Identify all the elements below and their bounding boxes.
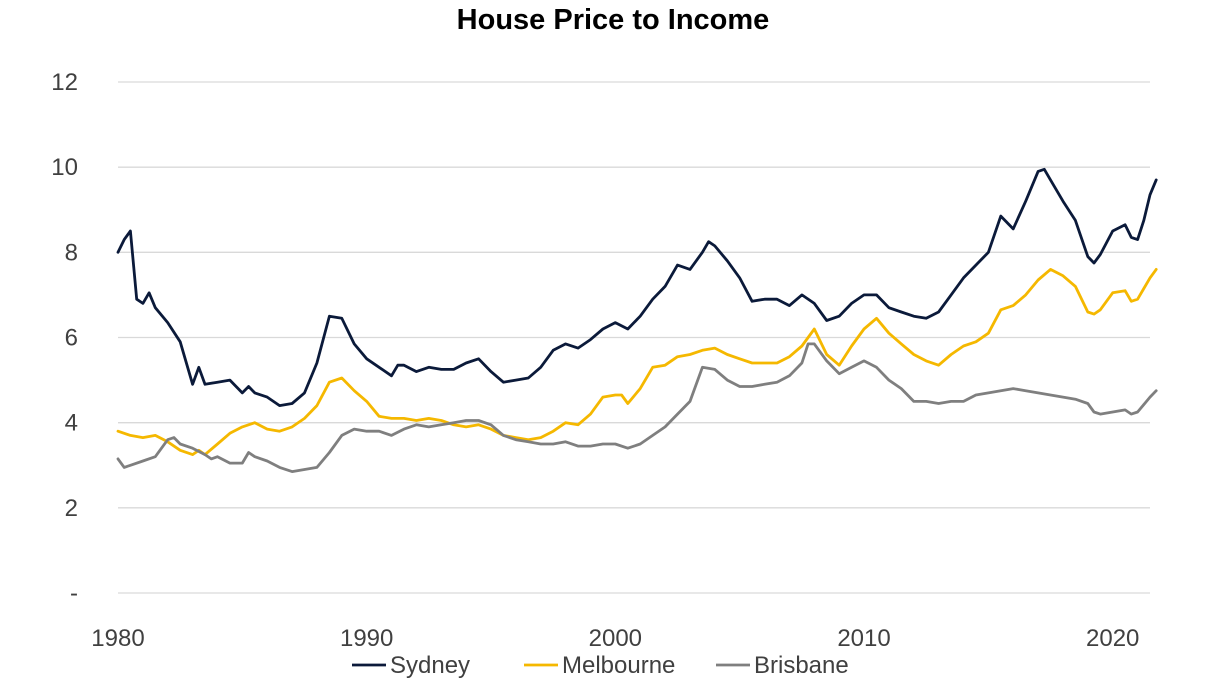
y-tick-label: - (70, 580, 78, 607)
axes: - 2 4 6 8 10 12 1980 1990 2000 2010 2020 (51, 69, 1139, 652)
gridlines (118, 81, 1150, 594)
series-line-sydney (116, 167, 1158, 407)
legend-label-melbourne: Melbourne (562, 652, 675, 679)
y-tick-label: 6 (65, 325, 78, 352)
chart-title: House Price to Income (456, 4, 770, 36)
series-line-melbourne (116, 268, 1158, 456)
y-tick-label: 10 (51, 154, 78, 181)
y-tick-label: 8 (65, 239, 78, 266)
y-tick-label: 4 (65, 410, 78, 437)
y-tick-label: 12 (51, 69, 78, 96)
x-tick-label: 2010 (837, 625, 890, 652)
x-tick-label: 1980 (91, 625, 144, 652)
series-lines (116, 167, 1158, 473)
legend-label-sydney: Sydney (390, 652, 470, 679)
y-tick-label: 2 (65, 495, 78, 522)
legend-label-brisbane: Brisbane (754, 652, 849, 679)
x-tick-label: 1990 (340, 625, 393, 652)
legend: Sydney Melbourne Brisbane (352, 652, 849, 679)
x-tick-label: 2020 (1086, 625, 1139, 652)
x-tick-label: 2000 (589, 625, 642, 652)
series-line-brisbane (116, 342, 1158, 473)
